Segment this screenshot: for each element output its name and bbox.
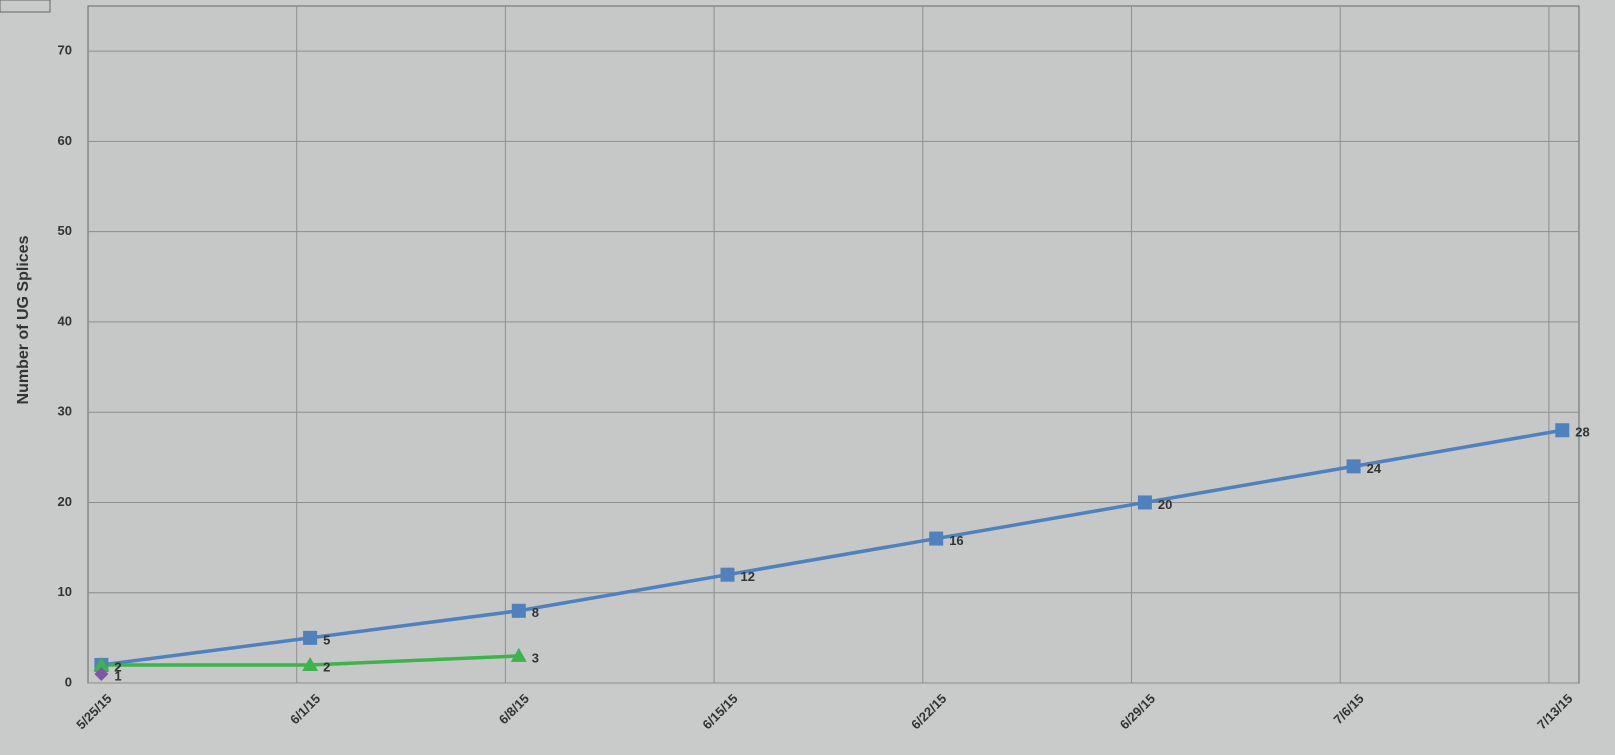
marker xyxy=(720,567,735,582)
data-label: 5 xyxy=(323,632,330,647)
data-label: 8 xyxy=(532,605,539,620)
data-label: 20 xyxy=(1158,497,1172,512)
y-tick-label: 50 xyxy=(58,223,72,238)
data-label: 16 xyxy=(949,533,963,548)
data-label: 2 xyxy=(114,659,121,674)
marker xyxy=(510,647,527,662)
corner-box xyxy=(0,0,51,13)
marker xyxy=(511,603,526,618)
marker xyxy=(302,656,319,671)
y-tick-label: 0 xyxy=(65,674,72,689)
y-tick-label: 30 xyxy=(58,404,72,419)
data-label: 1 xyxy=(114,668,121,683)
marker xyxy=(303,630,318,645)
marker xyxy=(94,666,109,681)
data-label: 12 xyxy=(741,569,755,584)
y-tick-label: 70 xyxy=(58,43,72,58)
y-tick-label: 20 xyxy=(58,494,72,509)
y-axis-label: Number of UG Splices xyxy=(15,235,32,404)
series-line xyxy=(101,428,1563,667)
data-label: 2 xyxy=(323,659,330,674)
y-tick-label: 40 xyxy=(58,313,72,328)
plot-area xyxy=(87,5,1580,684)
marker xyxy=(93,656,110,671)
marker xyxy=(1137,495,1152,510)
data-label: 2 xyxy=(114,659,121,674)
data-label: 24 xyxy=(1367,461,1382,476)
data-label: 3 xyxy=(532,650,539,665)
y-tick-label: 60 xyxy=(58,133,72,148)
marker xyxy=(1346,459,1361,474)
marker xyxy=(1555,423,1570,438)
marker xyxy=(929,531,944,546)
data-label: 28 xyxy=(1575,425,1589,440)
y-tick-label: 10 xyxy=(58,584,72,599)
